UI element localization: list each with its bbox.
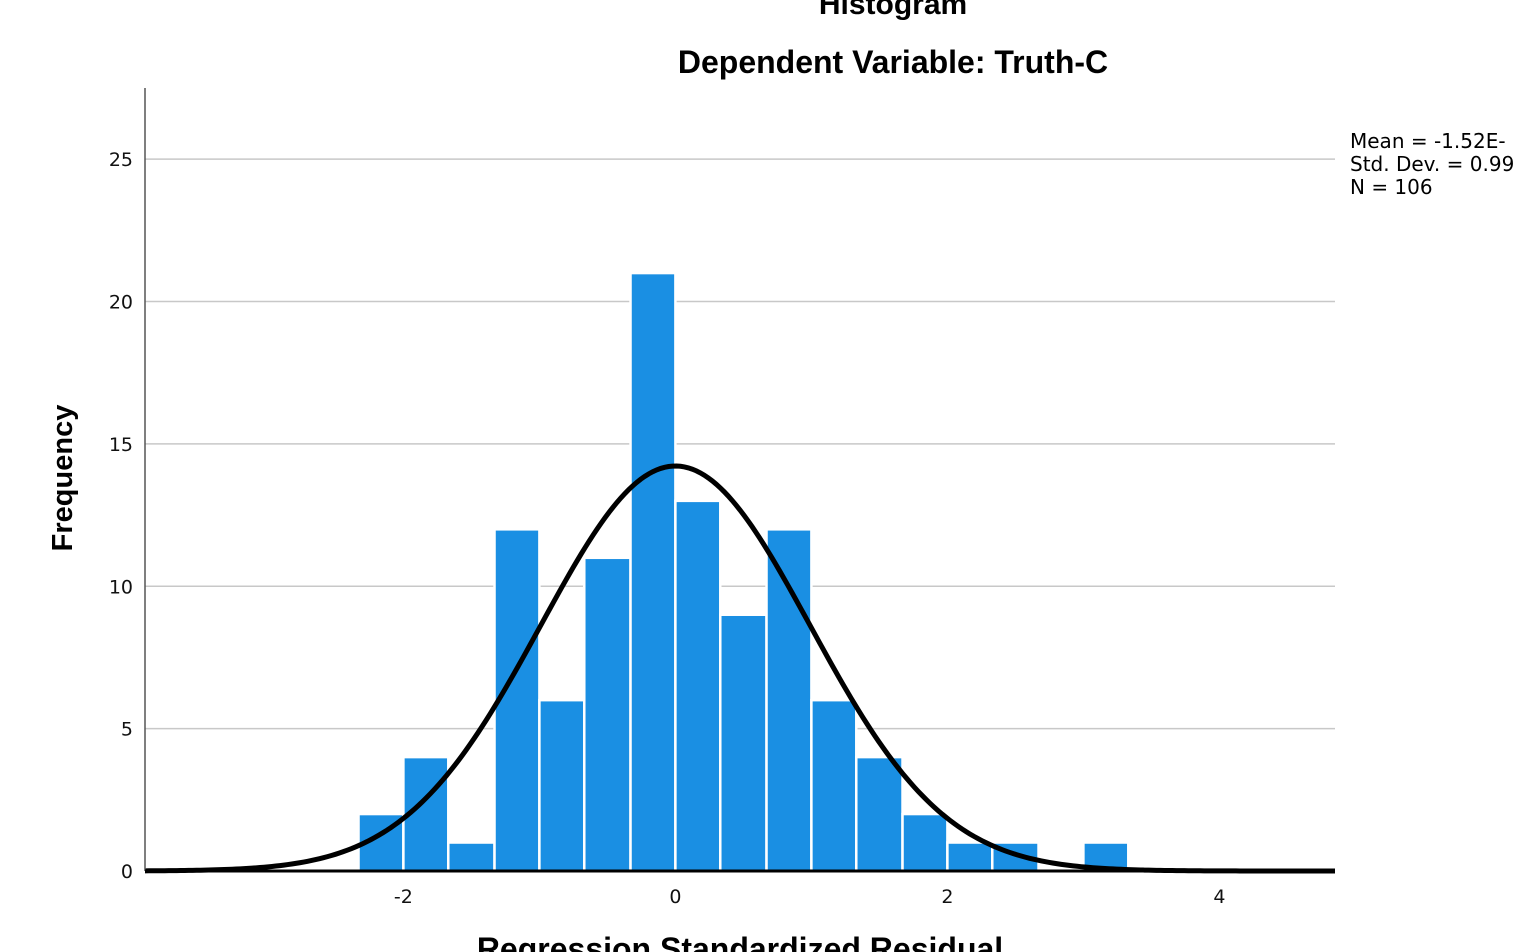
y-axis-title: Frequency	[47, 405, 79, 552]
chart-subtitle: Dependent Variable: Truth-C	[678, 44, 1108, 80]
histogram-bar	[583, 556, 632, 873]
stats-std-dev: Std. Dev. = 0.99	[1350, 152, 1514, 176]
tick-labels: 0 5 10 15 20 25 -2 0 2 4	[109, 149, 1226, 908]
histogram-bar	[674, 499, 722, 873]
histogram-bar	[719, 613, 768, 873]
y-tick-label: 0	[121, 861, 133, 883]
y-tick-label: 25	[109, 149, 133, 171]
stats-box: Mean = -1.52E- Std. Dev. = 0.99 N = 106	[1350, 129, 1514, 199]
x-tick-label: 0	[669, 886, 681, 908]
y-tick-label: 20	[109, 292, 133, 314]
axes	[144, 88, 1335, 873]
histogram-bar	[538, 698, 586, 873]
histogram-bar	[765, 528, 813, 873]
y-tick-label: 15	[109, 434, 133, 456]
stats-n: N = 106	[1350, 175, 1433, 199]
histogram-bars	[357, 271, 1130, 873]
x-tick-label: 4	[1213, 886, 1225, 908]
histogram-bar	[447, 841, 496, 873]
histogram-bar	[629, 271, 677, 873]
stats-mean: Mean = -1.52E-	[1350, 129, 1506, 153]
histogram-bar	[855, 755, 904, 873]
histogram-bar	[946, 841, 994, 873]
gridlines	[145, 158, 1335, 730]
histogram-bar	[810, 698, 858, 873]
histogram-bar	[493, 528, 541, 873]
x-tick-label: 2	[941, 886, 953, 908]
y-tick-label: 5	[121, 719, 133, 741]
x-tick-label: -2	[394, 886, 413, 908]
chart-title: Histogram	[819, 0, 967, 21]
histogram-bar	[901, 812, 949, 873]
y-tick-label: 10	[109, 576, 133, 598]
x-axis-title: Regression Standardized Residual	[477, 931, 1003, 952]
